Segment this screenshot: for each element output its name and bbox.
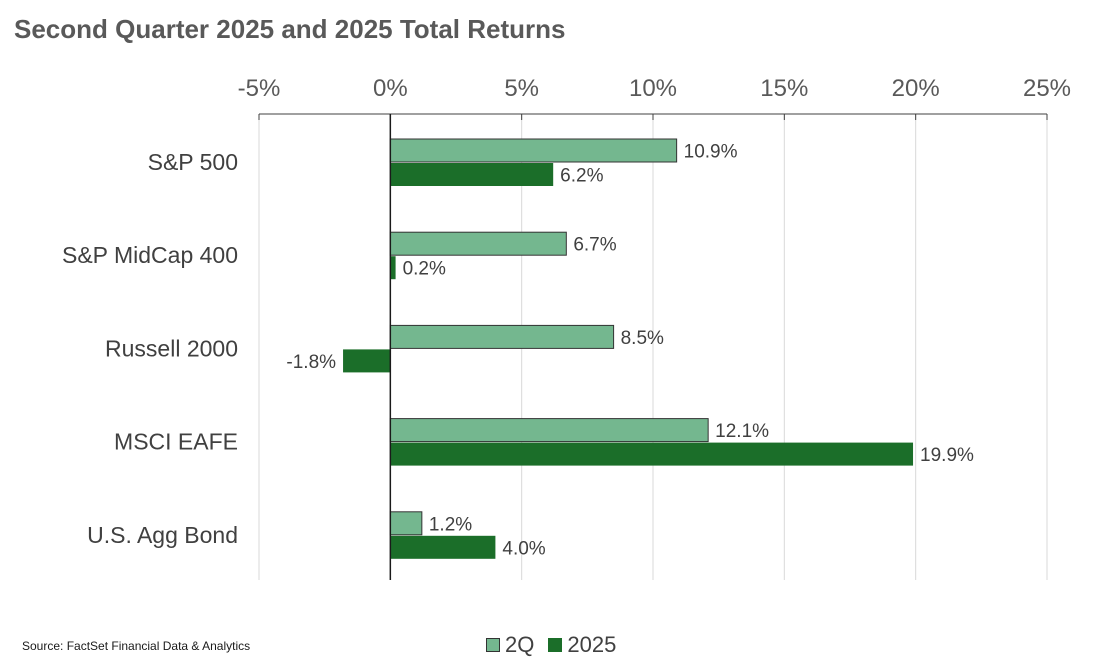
- legend-label-2q: 2Q: [505, 632, 535, 657]
- data-label: 4.0%: [502, 538, 545, 559]
- bar: [389, 324, 615, 349]
- category-label: MSCI EAFE: [114, 429, 238, 455]
- bar: [389, 231, 567, 256]
- data-label: 10.9%: [684, 142, 738, 163]
- bar: [390, 535, 496, 559]
- legend-swatch-2q: [486, 638, 500, 652]
- bar: [390, 256, 396, 280]
- bar: [343, 349, 391, 373]
- bar: [390, 442, 914, 466]
- x-tick-label: 25%: [1023, 75, 1071, 102]
- data-label: 12.1%: [715, 421, 769, 442]
- legend-item-2q: 2Q: [486, 632, 534, 658]
- x-tick-label: -5%: [238, 75, 281, 102]
- category-label: Russell 2000: [105, 335, 238, 361]
- legend-swatch-2025: [548, 638, 563, 652]
- x-tick-label: 15%: [760, 75, 808, 102]
- data-label: 6.2%: [560, 166, 603, 187]
- data-label: 19.9%: [920, 445, 974, 466]
- data-label: 6.7%: [573, 235, 616, 256]
- chart-title: Second Quarter 2025 and 2025 Total Retur…: [14, 14, 566, 44]
- bar: [389, 511, 423, 536]
- category-label: S&P 500: [148, 149, 238, 175]
- x-tick-label: 0%: [373, 75, 408, 102]
- data-label: -1.8%: [286, 352, 336, 373]
- bar: [389, 138, 678, 163]
- bar-chart: -5% 0% 5% 10% 15% 20% 25% S&P 500 10.9% 6.2% S&P M…: [62, 75, 1071, 580]
- category-label: S&P MidCap 400: [62, 242, 238, 268]
- bar: [389, 418, 709, 443]
- data-label: 1.2%: [429, 514, 472, 535]
- legend: 2Q 2025: [486, 632, 630, 658]
- x-tick-label: 20%: [892, 75, 940, 102]
- x-tick-label: 5%: [504, 75, 539, 102]
- data-label: 0.2%: [403, 259, 446, 280]
- legend-item-2025: 2025: [548, 632, 616, 658]
- category-label: U.S. Agg Bond: [87, 522, 238, 548]
- x-tick-label: 10%: [629, 75, 677, 102]
- source-note: Source: FactSet Financial Data & Analyti…: [22, 639, 251, 653]
- legend-label-2025: 2025: [567, 632, 617, 657]
- bar: [390, 163, 554, 186]
- data-label: 8.5%: [621, 328, 664, 349]
